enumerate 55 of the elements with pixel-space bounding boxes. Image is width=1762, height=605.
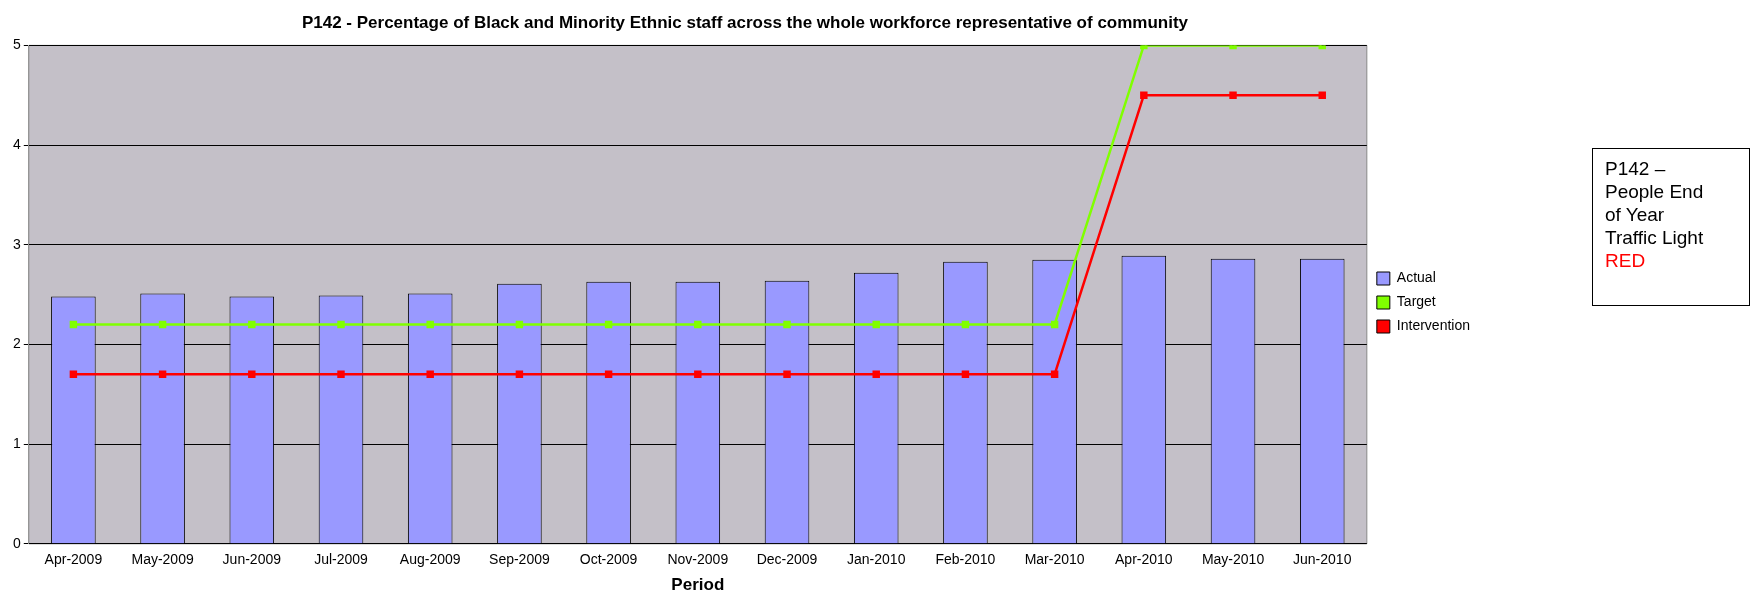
point: [604, 370, 613, 379]
text: RED: [1605, 249, 1647, 272]
point: [604, 320, 613, 329]
point: [783, 370, 791, 379]
x-tick-label: Dec-2009: [756, 551, 818, 568]
x-tick-label: Mar-2010: [1024, 551, 1085, 568]
legend-label: Intervention: [1396, 317, 1471, 334]
point: [426, 320, 434, 329]
point: [783, 320, 791, 329]
point: [1050, 320, 1059, 329]
point: [961, 370, 970, 379]
x-tick-label: May-2010: [1201, 551, 1265, 568]
x-axis-title: Period: [671, 575, 725, 595]
point: [1318, 91, 1326, 99]
point: [872, 370, 880, 379]
x-tick-label: Apr-2010: [1115, 551, 1173, 568]
chart-title: P142 - Percentage of Black and Minority Ethnic staff across the whole workforce representative of community: [301, 12, 1189, 32]
x-tick-label: Apr-2009: [44, 551, 103, 568]
legend-label: Target: [1396, 293, 1436, 310]
x-tick-label: Nov-2009: [667, 551, 729, 568]
y-tick-label: 1: [12, 434, 21, 451]
point: [158, 320, 167, 329]
x-tick-label: Aug-2009: [399, 551, 461, 568]
point: [961, 320, 970, 329]
y-tick-label: 0: [12, 534, 21, 551]
x-tick-label: Jan-2010: [847, 551, 906, 568]
point: [426, 370, 434, 379]
legend-label: Actual: [1396, 269, 1436, 286]
y-tick-label: 4: [12, 135, 21, 152]
point: [248, 370, 256, 379]
point: [1229, 91, 1237, 99]
point: [872, 320, 880, 329]
x-tick-label: Sep-2009: [489, 551, 550, 568]
point: [1050, 370, 1059, 379]
point: [515, 320, 524, 329]
point: [69, 370, 78, 379]
point: [1140, 91, 1148, 99]
x-tick-label: May-2009: [131, 551, 194, 568]
point: [248, 320, 256, 329]
point: [69, 320, 78, 329]
point: [337, 320, 345, 329]
x-tick-label: Jul-2009: [314, 551, 369, 568]
y-tick-label: 5: [12, 36, 21, 53]
point: [694, 320, 702, 329]
point: [158, 370, 167, 379]
x-tick-label: Feb-2010: [935, 551, 996, 568]
x-tick-label: Oct-2009: [579, 551, 638, 568]
y-tick-label: 2: [12, 335, 21, 352]
point: [337, 370, 345, 379]
point: [694, 370, 702, 379]
text: P142 – People End of Year Traffic Light: [1605, 157, 1705, 249]
y-tick-label: 3: [12, 235, 21, 252]
point: [515, 370, 524, 379]
x-tick-label: Jun-2009: [222, 551, 282, 568]
x-tick-label: Jun-2010: [1293, 551, 1352, 568]
